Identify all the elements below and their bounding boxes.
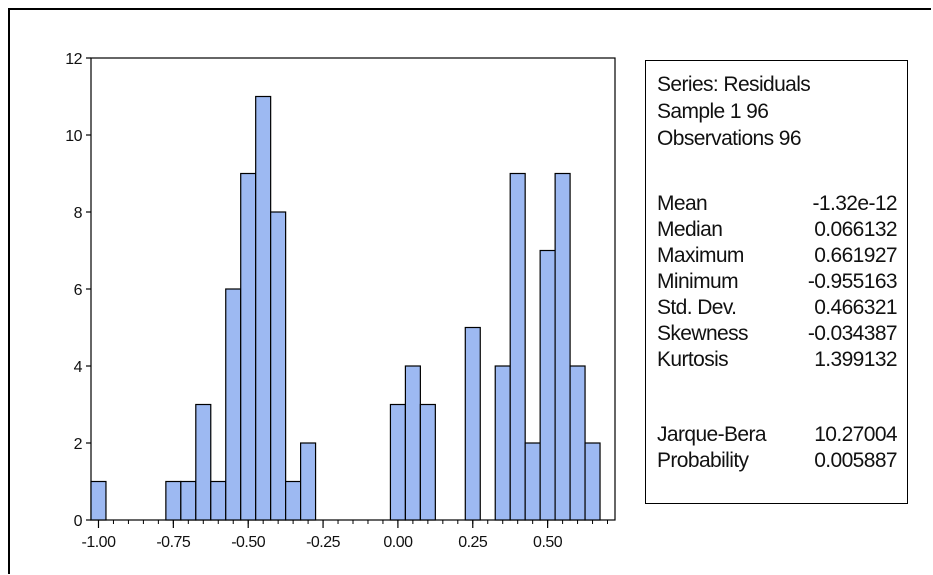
stat-row-kurtosis: Kurtosis 1.399132 (657, 348, 898, 374)
histogram-bar (255, 95, 272, 521)
stat-row-probability: Probability 0.005887 (657, 449, 898, 475)
y-tick-label: 4 (74, 359, 83, 376)
x-tick-label: 0.25 (458, 534, 488, 551)
stat-row-std-dev: Std. Dev. 0.466321 (657, 296, 898, 322)
stat-label: Mean (657, 192, 708, 215)
y-tick-label: 0 (74, 513, 83, 530)
histogram-bar (584, 442, 601, 521)
stat-row-jarque-bera: Jarque-Bera 10.27004 (657, 423, 898, 449)
histogram-bar (180, 480, 197, 521)
stat-value: -0.034387 (807, 322, 898, 345)
stat-value: 1.399132 (814, 348, 897, 371)
stat-label: Probability (657, 449, 749, 472)
x-tick-label: -0.50 (231, 534, 266, 551)
y-tick-label: 12 (65, 51, 82, 68)
x-tick-label: -1.00 (82, 534, 117, 551)
stat-label: Median (657, 218, 723, 241)
series-name: Series: Residuals (657, 73, 811, 96)
x-tick-label: 0.00 (383, 534, 413, 551)
histogram-bar (240, 172, 257, 521)
stat-value: 0.005887 (814, 449, 897, 472)
histogram-bar (389, 403, 406, 521)
y-tick-label: 10 (65, 128, 82, 145)
histogram-bar (539, 249, 556, 521)
x-tick-label: -0.75 (156, 534, 191, 551)
stat-row-skewness: Skewness -0.034387 (657, 322, 898, 348)
x-tick-label: 0.50 (533, 534, 563, 551)
stat-label: Minimum (657, 270, 739, 293)
histogram-bar (419, 403, 436, 521)
histogram-bar (210, 480, 227, 521)
stat-label: Kurtosis (657, 348, 729, 371)
stat-value: 0.661927 (814, 244, 897, 267)
stat-value: 0.466321 (814, 296, 897, 319)
stat-label: Std. Dev. (657, 296, 737, 319)
histogram-bar (494, 365, 511, 521)
histogram-bar (165, 480, 182, 521)
stat-label: Maximum (657, 244, 744, 267)
observations-count: Observations 96 (657, 127, 802, 150)
stat-row-maximum: Maximum 0.661927 (657, 244, 898, 270)
histogram-bar (569, 365, 586, 521)
chart-frame (8, 8, 931, 574)
y-tick-label: 8 (74, 205, 83, 222)
stat-row-mean: Mean -1.32e-12 (657, 192, 898, 218)
stat-value: 0.066132 (814, 218, 897, 241)
histogram-bar (554, 172, 571, 521)
histogram-bar (464, 326, 481, 521)
stat-row-minimum: Minimum -0.955163 (657, 270, 898, 296)
stat-value: -1.32e-12 (812, 192, 898, 215)
histogram-bar (300, 442, 317, 521)
sample-range: Sample 1 96 (657, 100, 769, 123)
histogram-bar (509, 172, 526, 521)
stat-row-median: Median 0.066132 (657, 218, 898, 244)
y-tick-label: 6 (74, 282, 83, 299)
stat-label: Skewness (657, 322, 749, 345)
y-tick-label: 2 (74, 436, 83, 453)
stat-label: Jarque-Bera (657, 423, 767, 446)
histogram-bar (195, 403, 212, 521)
histogram-bar (404, 365, 421, 521)
histogram-bar (285, 480, 302, 521)
histogram-bar (270, 211, 287, 521)
histogram-bar (225, 288, 242, 521)
statistics-panel: Series: Residuals Sample 1 96 Observatio… (645, 60, 908, 504)
x-tick-label: -0.25 (306, 534, 341, 551)
stat-value: -0.955163 (807, 270, 898, 293)
histogram-bar (90, 480, 107, 521)
stat-value: 10.27004 (814, 423, 897, 446)
histogram-bar (524, 442, 541, 521)
